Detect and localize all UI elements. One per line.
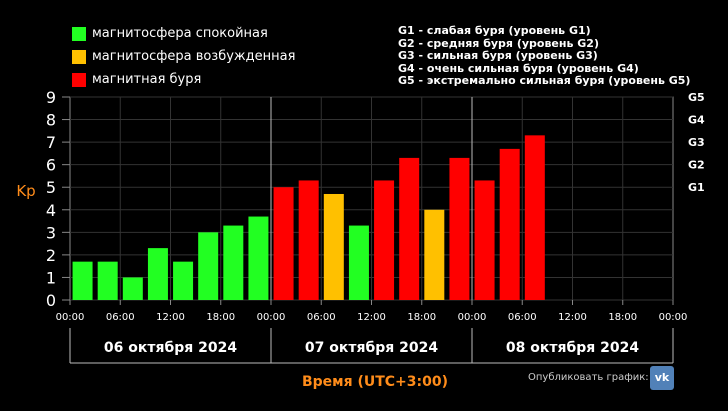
bar — [323, 193, 344, 300]
x-axis-label: Время (UTC+3:00) — [302, 374, 448, 390]
legend: магнитосфера спокойная магнитосфера возб… — [72, 22, 295, 91]
bar — [524, 135, 545, 300]
bar — [223, 225, 244, 300]
y-tick-label: 4 — [46, 201, 56, 220]
vk-icon[interactable]: vk — [650, 366, 674, 390]
bar — [122, 277, 143, 300]
g-level-label: G2 — [688, 159, 705, 172]
day-label: 08 октября 2024 — [506, 340, 639, 356]
storm-level-g2: G2 - средняя буря (уровень G2) — [398, 36, 599, 50]
bar — [298, 180, 319, 300]
legend-label: магнитная буря — [92, 72, 202, 87]
x-tick-label: 00:00 — [659, 312, 688, 323]
legend-swatch — [72, 49, 86, 64]
legend-label: магнитосфера спокойная — [92, 26, 268, 41]
y-tick-label: 8 — [46, 111, 56, 130]
storm-level-legend: G1 - слабая буря (уровень G1) G2 - средн… — [398, 24, 691, 88]
storm-level-g5: G5 - экстремально сильная буря (уровень … — [398, 74, 691, 87]
bar — [374, 180, 395, 300]
x-tick-label: 00:00 — [56, 312, 85, 323]
bar — [424, 209, 445, 300]
storm-level-g3: G3 - сильная буря (уровень G3) — [398, 49, 598, 62]
x-tick-label: 18:00 — [206, 312, 235, 323]
y-tick-label: 7 — [46, 133, 56, 152]
bar — [399, 157, 420, 300]
legend-swatch — [72, 72, 86, 87]
g-level-label: G4 — [688, 114, 705, 127]
legend-item-quiet: магнитосфера спокойная — [72, 22, 295, 45]
storm-level-g1: G1 - слабая буря (уровень G1) — [398, 24, 591, 37]
y-tick-label: 9 — [46, 88, 56, 107]
bar — [449, 157, 470, 300]
bar — [248, 216, 269, 300]
x-tick-label: 06:00 — [307, 312, 336, 323]
x-tick-label: 06:00 — [508, 312, 537, 323]
x-tick-label: 06:00 — [106, 312, 135, 323]
storm-level-g4: G4 - очень сильная буря (уровень G4) — [398, 61, 639, 75]
legend-label: магнитосфера возбужденная — [92, 49, 296, 64]
y-tick-label: 5 — [46, 178, 56, 197]
day-label: 07 октября 2024 — [305, 340, 438, 356]
bar — [97, 261, 118, 300]
legend-swatch — [72, 26, 86, 41]
y-tick-label: 6 — [46, 156, 56, 175]
bar — [499, 148, 520, 300]
y-tick-label: 1 — [46, 268, 56, 287]
g-level-label: G1 — [688, 181, 705, 194]
legend-item-active: магнитосфера возбужденная — [72, 45, 295, 68]
x-tick-label: 12:00 — [357, 312, 386, 323]
y-tick-label: 2 — [46, 246, 56, 265]
bar — [273, 187, 294, 300]
y-tick-label: 0 — [46, 291, 56, 310]
x-tick-label: 00:00 — [458, 312, 487, 323]
bar — [173, 261, 194, 300]
g-level-label: G5 — [688, 91, 705, 104]
legend-item-storm: магнитная буря — [72, 68, 295, 91]
bar — [474, 180, 495, 300]
bar — [72, 261, 93, 300]
bar — [198, 232, 219, 300]
x-tick-label: 12:00 — [558, 312, 587, 323]
x-tick-label: 00:00 — [257, 312, 286, 323]
y-tick-label: 3 — [46, 223, 56, 242]
x-tick-label: 12:00 — [156, 312, 185, 323]
g-level-label: G3 — [688, 136, 705, 149]
publish-label: Опубликовать график: — [528, 372, 649, 383]
x-tick-label: 18:00 — [407, 312, 436, 323]
x-tick-label: 18:00 — [608, 312, 637, 323]
bar — [147, 248, 168, 300]
day-label: 06 октября 2024 — [104, 340, 237, 356]
y-axis-label: Kp — [16, 182, 35, 200]
bar — [348, 225, 369, 300]
